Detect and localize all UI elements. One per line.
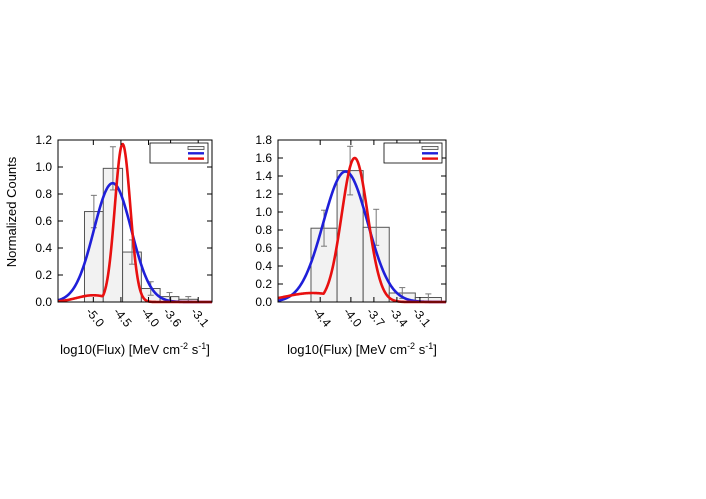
legend-swatch-histogram <box>187 146 205 150</box>
y-tick-label: 1.2 <box>35 133 52 147</box>
x-tick-label: -5.0 <box>83 305 107 330</box>
legend <box>149 142 209 164</box>
plot-frame <box>277 139 447 303</box>
x-tick-label: -4.5 <box>111 305 135 330</box>
y-tick-label: 0.4 <box>35 241 52 255</box>
y-tick-label: 0.0 <box>255 295 272 309</box>
legend-swatch-histogram <box>421 146 439 150</box>
chart-panel-1: 0.0 0.2 0.4 0.6 0.8 1.0 1.2 -5.0 -4.5 -4.0-3.6 -3.… <box>35 133 213 357</box>
y-tick-label: 1.0 <box>35 160 52 174</box>
y-tick-label: 1.0 <box>255 205 272 219</box>
y-tick-label: 0.4 <box>255 259 272 273</box>
y-tick-label: 1.6 <box>255 151 272 165</box>
x-tick-label: -4.0 <box>341 305 365 330</box>
x-tick-label: -3.6 <box>160 305 184 330</box>
y-tick-label: 0.2 <box>35 268 52 282</box>
x-tick-label: -3.1 <box>188 305 212 330</box>
y-tick-label: 0.6 <box>255 241 272 255</box>
y-tick-label: 0.2 <box>255 277 272 291</box>
x-tick-label: -4.0 <box>138 305 162 330</box>
y-tick-label: 1.4 <box>255 169 272 183</box>
y-tick-label: 0.8 <box>255 223 272 237</box>
y-tick-label: 0.6 <box>35 214 52 228</box>
y-tick-label: 1.2 <box>255 187 272 201</box>
chart-panel-2: 0.00.20.40.60.81.01.21.41.61.8-4.4 -4.0-3… <box>255 133 447 357</box>
legend <box>383 142 443 164</box>
x-tick-label: -4.4 <box>310 305 334 330</box>
x-tick-label: -3.4 <box>387 305 411 330</box>
x-tick-label: -3.1 <box>410 305 434 330</box>
x-axis-title: log10(Flux) [MeV cm-2 s-1] <box>287 341 437 357</box>
y-tick-label: 0.8 <box>35 187 52 201</box>
x-tick-label: -3.7 <box>364 305 388 330</box>
y-tick-label: 0.0 <box>35 295 52 309</box>
y-tick-label: 1.8 <box>255 133 272 147</box>
y-axis-title: Normalized Counts <box>4 156 19 267</box>
x-axis-title: log10(Flux) [MeV cm-2 s-1] <box>60 341 210 357</box>
